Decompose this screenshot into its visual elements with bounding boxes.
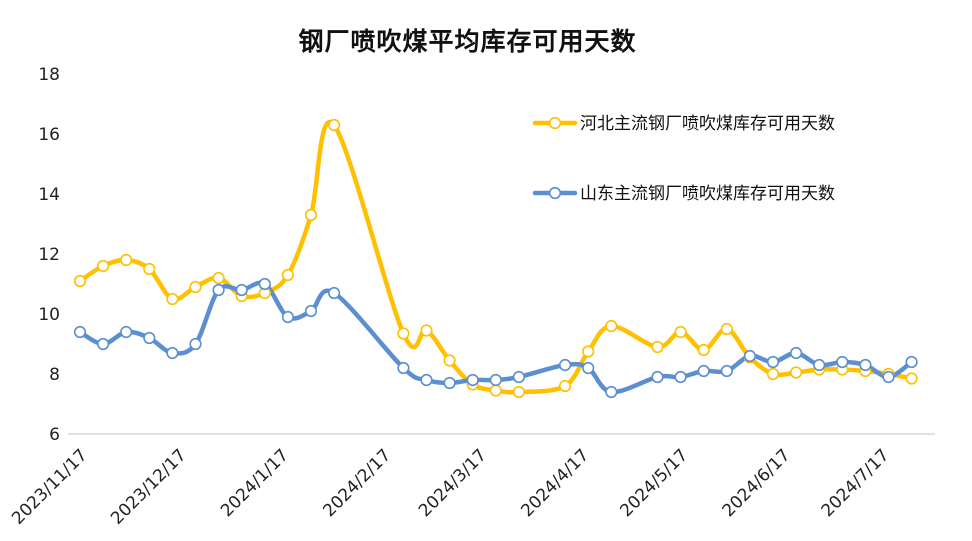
data-point-shandong [512, 370, 526, 384]
x-tick-label: 2024/2/17 [319, 445, 395, 521]
data-point-shandong [73, 325, 87, 339]
y-tick-label: 8 [49, 365, 60, 385]
data-point-shandong [697, 364, 710, 378]
data-point-shandong [189, 337, 202, 351]
data-point-shandong [558, 358, 572, 372]
data-point-hebei [651, 340, 664, 354]
data-point-hebei [73, 274, 87, 288]
y-tick-label: 14 [38, 185, 60, 205]
y-tick-label: 18 [38, 65, 60, 85]
y-tick-label: 6 [49, 425, 60, 445]
data-point-hebei [489, 384, 502, 397]
data-point-hebei [558, 379, 572, 393]
x-tick-label: 2024/6/17 [719, 445, 795, 521]
y-tick-label: 10 [38, 305, 60, 325]
data-point-hebei [512, 385, 526, 399]
data-point-shandong [651, 370, 664, 384]
y-tick-label: 12 [38, 245, 60, 265]
data-point-shandong [120, 325, 133, 339]
data-point-shandong [813, 358, 826, 372]
data-point-shandong [605, 385, 618, 399]
legend-label-shandong: 山东主流钢厂喷吹煤库存可用天数 [580, 184, 835, 204]
axes: 6 8 10 12 14 16 18 2023/11/17 2023/12/17 2024/1/1… [8, 65, 935, 529]
data-point-shandong [766, 355, 780, 369]
x-tick-label: 2024/4/17 [517, 445, 593, 521]
data-point-hebei [397, 327, 410, 340]
data-point-hebei [189, 280, 202, 294]
data-point-shandong [96, 337, 110, 351]
data-point-hebei [328, 118, 341, 132]
data-point-hebei [697, 343, 710, 357]
data-point-shandong [166, 346, 179, 360]
data-point-shandong [905, 355, 918, 369]
x-tick-label: 2023/11/17 [8, 445, 91, 528]
data-point-shandong [720, 364, 733, 378]
x-tick-label: 2024/7/17 [818, 445, 894, 521]
chart-title: 钢厂喷吹煤平均库存可用天数 [298, 27, 637, 56]
data-point-shandong [328, 286, 341, 300]
data-point-hebei [166, 292, 179, 306]
data-point-shandong [258, 277, 271, 291]
data-point-shandong [582, 361, 595, 375]
data-point-hebei [443, 354, 456, 367]
data-point-hebei [582, 345, 595, 358]
data-point-shandong [674, 370, 687, 384]
data-point-shandong [466, 373, 479, 387]
data-point-hebei [212, 271, 225, 285]
data-point-hebei [905, 372, 918, 385]
data-point-shandong [443, 376, 456, 390]
data-point-shandong [235, 283, 248, 297]
data-point-shandong [304, 304, 318, 318]
data-point-shandong [489, 373, 502, 387]
data-point-shandong [397, 361, 410, 375]
x-tick-label: 2024/3/17 [415, 445, 491, 521]
data-point-hebei [605, 319, 618, 333]
data-point-shandong [859, 358, 872, 372]
data-point-shandong [143, 331, 156, 345]
data-point-shandong [212, 283, 225, 297]
data-point-hebei [143, 262, 156, 276]
data-point-hebei [120, 253, 133, 267]
data-point-shandong [789, 346, 803, 360]
data-point-shandong [882, 370, 895, 384]
data-point-shandong [281, 310, 295, 324]
x-tick-label: 2023/12/17 [107, 445, 190, 528]
y-tick-label: 16 [38, 125, 60, 145]
data-point-hebei [720, 322, 733, 336]
series-line-hebei [77, 119, 914, 395]
x-tick-label: 2024/5/17 [616, 445, 692, 521]
x-tick-label: 2024/1/17 [217, 445, 293, 521]
series [73, 118, 918, 399]
data-point-hebei [789, 366, 803, 379]
legend-marker-hebei [548, 116, 562, 130]
legend-label-hebei: 河北主流钢厂喷吹煤库存可用天数 [580, 114, 835, 134]
data-point-hebei [96, 259, 110, 273]
data-point-shandong [743, 349, 757, 363]
data-point-shandong [420, 373, 433, 387]
data-point-hebei [766, 367, 780, 381]
data-point-shandong [836, 355, 849, 369]
legend-marker-shandong [548, 186, 562, 200]
data-point-hebei [674, 325, 687, 339]
data-point-hebei [420, 324, 433, 337]
data-point-hebei [304, 208, 318, 222]
data-point-hebei [281, 268, 295, 282]
